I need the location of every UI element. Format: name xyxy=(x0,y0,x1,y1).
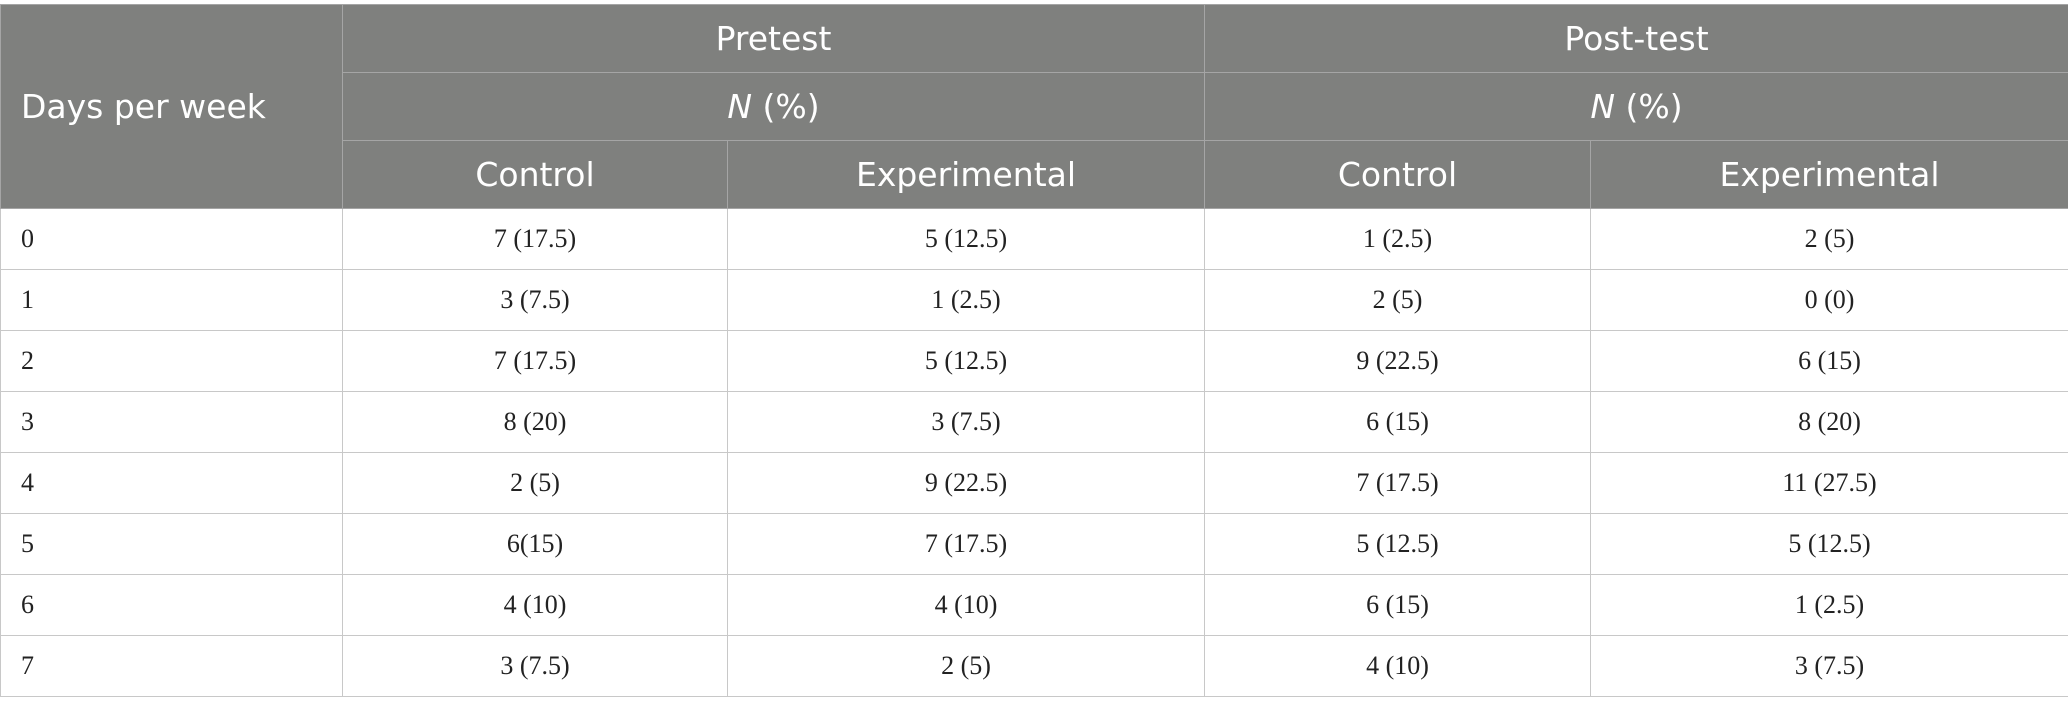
group-header: Post-test xyxy=(1205,5,2068,73)
cell: 4 (10) xyxy=(728,575,1205,636)
cell: 5 (12.5) xyxy=(728,209,1205,270)
cell: 8 (20) xyxy=(1591,392,2068,453)
cell: 2 (5) xyxy=(1205,270,1591,331)
cell: 1 (2.5) xyxy=(1205,209,1591,270)
cell: 0 (0) xyxy=(1591,270,2068,331)
cell: 6 (15) xyxy=(1205,575,1591,636)
cell: 3 (7.5) xyxy=(728,392,1205,453)
row-label: 1 xyxy=(1,270,343,331)
group-header: Pretest xyxy=(343,5,1205,73)
row-label: 5 xyxy=(1,514,343,575)
corner-header: Days per week xyxy=(1,5,343,209)
cell: 4 (10) xyxy=(343,575,728,636)
cell: 2 (5) xyxy=(343,453,728,514)
cell: 9 (22.5) xyxy=(728,453,1205,514)
row-label: 3 xyxy=(1,392,343,453)
cell: 3 (7.5) xyxy=(343,636,728,697)
cell: 8 (20) xyxy=(343,392,728,453)
cell: 5 (12.5) xyxy=(1205,514,1591,575)
cell: 5 (12.5) xyxy=(728,331,1205,392)
row-label: 7 xyxy=(1,636,343,697)
cell: 6(15) xyxy=(343,514,728,575)
cell: 7 (17.5) xyxy=(728,514,1205,575)
cell: 5 (12.5) xyxy=(1591,514,2068,575)
measure-unit: (%) xyxy=(763,87,820,126)
column-header: Experimental xyxy=(1591,141,2068,209)
measure-symbol: N xyxy=(727,87,752,126)
cell: 3 (7.5) xyxy=(1591,636,2068,697)
cell: 4 (10) xyxy=(1205,636,1591,697)
measure-header: N (%) xyxy=(1205,73,2068,141)
cell: 7 (17.5) xyxy=(343,331,728,392)
cell: 11 (27.5) xyxy=(1591,453,2068,514)
cell: 6 (15) xyxy=(1205,392,1591,453)
row-label: 0 xyxy=(1,209,343,270)
column-header: Experimental xyxy=(728,141,1205,209)
measure-symbol: N xyxy=(1590,87,1615,126)
row-label: 6 xyxy=(1,575,343,636)
cell: 3 (7.5) xyxy=(343,270,728,331)
cell: 1 (2.5) xyxy=(728,270,1205,331)
measure-unit: (%) xyxy=(1626,87,1683,126)
measure-header: N (%) xyxy=(343,73,1205,141)
cell: 2 (5) xyxy=(728,636,1205,697)
cell: 7 (17.5) xyxy=(1205,453,1591,514)
cell: 9 (22.5) xyxy=(1205,331,1591,392)
cell: 2 (5) xyxy=(1591,209,2068,270)
column-header: Control xyxy=(1205,141,1591,209)
cell: 7 (17.5) xyxy=(343,209,728,270)
column-header: Control xyxy=(343,141,728,209)
row-label: 4 xyxy=(1,453,343,514)
row-label: 2 xyxy=(1,331,343,392)
cell: 6 (15) xyxy=(1591,331,2068,392)
cell: 1 (2.5) xyxy=(1591,575,2068,636)
